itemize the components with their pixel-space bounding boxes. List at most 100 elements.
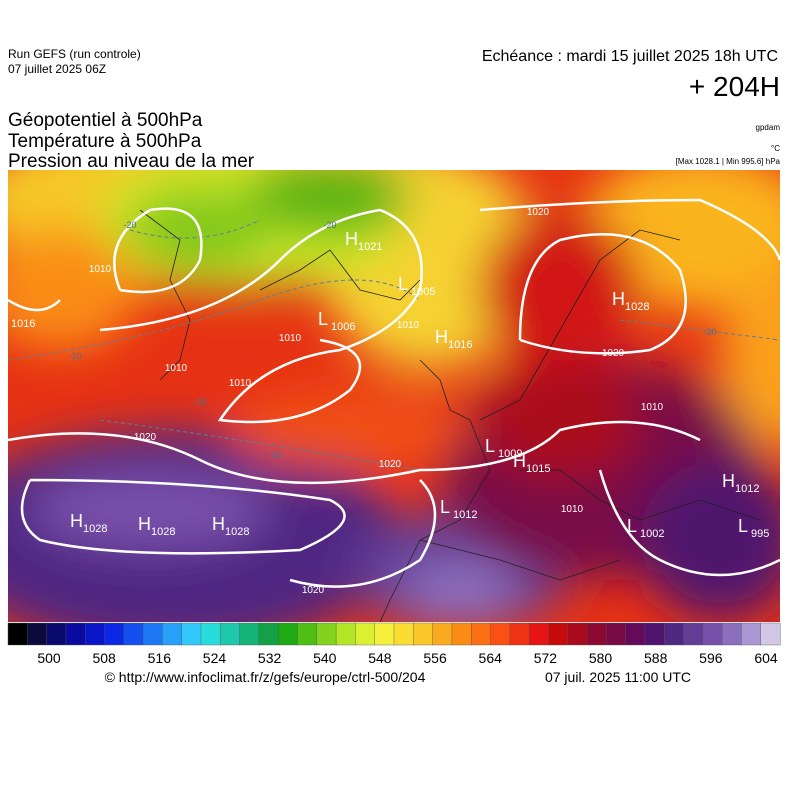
colorbar-swatch <box>374 622 395 646</box>
colorbar-swatch <box>27 622 48 646</box>
pressure-symbol: L <box>398 274 408 294</box>
colorbar-swatch <box>104 622 125 646</box>
run-label: Run GEFS (run controle) <box>8 47 141 61</box>
pressure-value: 1021 <box>358 241 382 253</box>
colorbar-tick-label: 588 <box>644 650 668 666</box>
colorbar-swatch <box>142 622 163 646</box>
pressure-value: 1012 <box>453 509 477 521</box>
colorbar-swatch <box>46 622 67 646</box>
pressure-value: 1016 <box>448 339 472 351</box>
run-date: 07 juillet 2025 06Z <box>8 62 106 76</box>
pressure-value: 1028 <box>151 526 175 538</box>
isobar-label: 1010 <box>397 320 420 331</box>
title-line: Pression au niveau de la mer <box>8 151 255 172</box>
pressure-symbol: L <box>627 516 637 536</box>
colorbar-swatch <box>644 622 665 646</box>
colorbar-swatch <box>451 622 472 646</box>
pressure-symbol: H <box>70 511 83 531</box>
colorbar-swatch <box>760 622 781 646</box>
pressure-value: 1015 <box>526 463 550 475</box>
colorbar-tick-label: 532 <box>258 650 282 666</box>
colorbar-swatch <box>258 622 279 646</box>
echeance: Echéance : mardi 15 juillet 2025 18h UTC <box>482 48 778 65</box>
isobar-label: 1020 <box>134 432 157 443</box>
isobar-label: 1020 <box>602 348 625 359</box>
pressure-symbol: H <box>513 451 526 471</box>
pressure-symbol: L <box>0 306 8 326</box>
colorbar-swatch <box>278 622 299 646</box>
map <box>8 170 780 622</box>
colorbar-tick-label: 596 <box>699 650 723 666</box>
colorbar-tick-label: 548 <box>368 650 392 666</box>
title-line: Température à 500hPa <box>8 131 202 152</box>
colorbar-swatch <box>335 622 356 646</box>
pressure-symbol: H <box>138 514 151 534</box>
lead-time: + 204H <box>689 71 780 102</box>
pressure-symbol: L <box>485 436 495 456</box>
colorbar-swatch <box>490 622 511 646</box>
pressure-value: 1005 <box>411 286 435 298</box>
colorbar-swatch <box>297 622 318 646</box>
colorbar-swatch <box>721 622 742 646</box>
colorbar-swatch <box>432 622 453 646</box>
colorbar-swatch <box>702 622 723 646</box>
colorbar-tick-label: 580 <box>589 650 613 666</box>
colorbar-swatch <box>567 622 588 646</box>
colorbar-swatch <box>664 622 685 646</box>
pressure-value: 1028 <box>225 526 249 538</box>
pressure-symbol: H <box>612 289 625 309</box>
colorbar-swatch <box>625 622 646 646</box>
colorbar-tick-label: 508 <box>92 650 116 666</box>
colorbar-swatch <box>606 622 627 646</box>
unit-label: °C <box>771 144 780 153</box>
unit-label: gpdam <box>756 123 781 132</box>
isobar-label: 1010 <box>229 378 252 389</box>
pressure-symbol: L <box>440 497 450 517</box>
colorbar-swatch <box>548 622 569 646</box>
footer-date: 07 juil. 2025 11:00 UTC <box>545 669 691 685</box>
pressure-value: 1028 <box>625 301 649 313</box>
colorbar-swatch <box>528 622 549 646</box>
colorbar-swatch <box>741 622 762 646</box>
colorbar-tick-label: 516 <box>148 650 172 666</box>
pressure-symbol: H <box>212 514 225 534</box>
pressure-symbol: L <box>318 309 328 329</box>
pressure-symbol: H <box>345 229 358 249</box>
colorbar-tick-label: 500 <box>37 650 61 666</box>
pressure-value: 1028 <box>83 523 107 535</box>
colorbar-tick-label: 564 <box>479 650 503 666</box>
colorbar-tick-label: 556 <box>423 650 447 666</box>
colorbar-tick-label: 524 <box>203 650 227 666</box>
unit-label: [Max 1028.1 | Min 995.6] hPa <box>676 157 781 166</box>
isotherm-label: -20 <box>323 220 336 230</box>
colorbar-swatch <box>65 622 86 646</box>
pressure-value: 1002 <box>640 528 664 540</box>
colorbar: 500 508 516 524 532 540 548 556 564 572 580 588 596 6… <box>7 622 781 666</box>
isobar-label: 1020 <box>527 207 550 218</box>
isobar-label: 1020 <box>379 459 402 470</box>
isobar-label: 1010 <box>279 333 302 344</box>
colorbar-swatch <box>239 622 260 646</box>
colorbar-swatch <box>471 622 492 646</box>
isotherm-label: -10 <box>68 351 81 361</box>
isobar-label: 1010 <box>641 402 664 413</box>
colorbar-swatch <box>509 622 530 646</box>
colorbar-swatch <box>84 622 105 646</box>
isobar-label: 1010 <box>89 264 112 275</box>
colorbar-swatch <box>123 622 144 646</box>
colorbar-swatch <box>683 622 704 646</box>
pressure-symbol: H <box>435 327 448 347</box>
isotherm-label: -15 <box>193 397 206 407</box>
colorbar-swatch <box>316 622 337 646</box>
colorbar-swatch <box>413 622 434 646</box>
pressure-value: 1009 <box>498 448 522 460</box>
colorbar-swatch <box>393 622 414 646</box>
colorbar-tick-label: 540 <box>313 650 337 666</box>
pressure-value: 1006 <box>331 321 355 333</box>
colorbar-swatch <box>162 622 183 646</box>
pressure-value: 1016 <box>11 318 35 330</box>
colorbar-tick-label: 604 <box>754 650 778 666</box>
colorbar-swatch <box>181 622 202 646</box>
